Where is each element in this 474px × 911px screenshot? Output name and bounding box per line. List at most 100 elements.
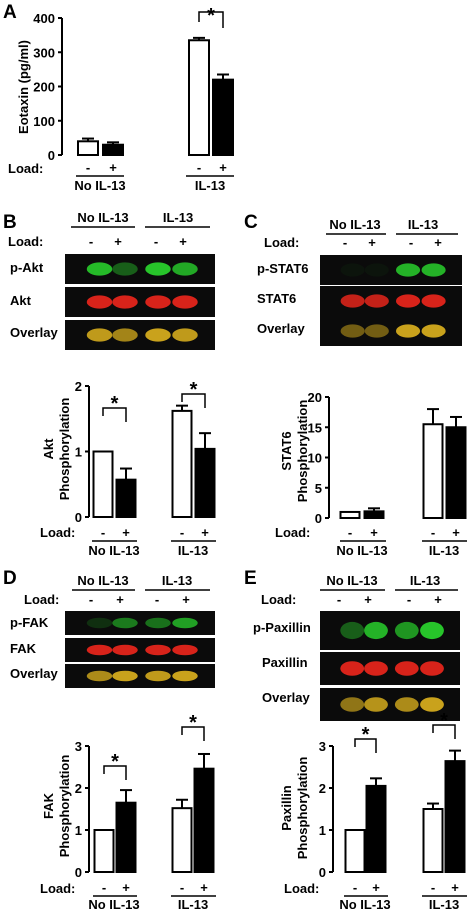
panel-c-band-2-4 xyxy=(421,294,446,308)
panel-d-sig-bracket-1 xyxy=(181,726,205,741)
panel-e-band-3-4 xyxy=(420,697,444,712)
panel-d-load-plus-2: + xyxy=(182,592,190,607)
panel-a: A Eotaxin (pg/ml) 0 100 200 300 400 * Load: -… xyxy=(3,2,234,193)
panel-c-row-3-label: Overlay xyxy=(257,321,305,336)
panel-b-band-1-1 xyxy=(86,262,113,276)
panel-b-band-2-2 xyxy=(112,295,138,309)
panel-b-sig-star-1: * xyxy=(190,379,198,401)
panel-e-bar-3 xyxy=(444,760,466,873)
panel-e-y-tick-label-3: 3 xyxy=(319,739,326,754)
panel-c-chart-group: STAT6 Phosphorylation 0 5 10 15 20 Load: - +… xyxy=(275,390,467,558)
panel-e-band-2-2 xyxy=(364,661,388,676)
panel-a-load-plus-2: + xyxy=(219,160,227,175)
panel-b-row-2-label: Akt xyxy=(10,293,32,308)
panel-d-chart-plus-2: + xyxy=(200,880,208,895)
panel-d-band-1-3 xyxy=(145,617,171,629)
panel-d-bar-0 xyxy=(93,829,115,873)
panel-d-ylabel-2: Phosphorylation xyxy=(57,755,72,858)
panel-e-ylabel-2: Phosphorylation xyxy=(295,757,310,860)
panel-c-band-3-2 xyxy=(364,324,389,338)
panel-d-chart-minus-2: - xyxy=(180,880,184,895)
panel-b-row-1-label: p-Akt xyxy=(10,260,44,275)
panel-a-bar-1 xyxy=(102,143,124,157)
panel-e-sig-star-0: * xyxy=(362,724,370,746)
panel-d-row-3-label: Overlay xyxy=(10,666,58,681)
panel-a-group-2: IL-13 xyxy=(195,178,225,193)
panel-b-chart-group: Akt Phosphorylation 012** Load: - + - + … xyxy=(40,379,216,558)
panel-e-row-3-label: Overlay xyxy=(262,690,310,705)
panel-c-blot: C No IL-13 IL-13 Load: - + - + p-STAT6 S… xyxy=(244,212,462,346)
panel-a-letter: A xyxy=(3,2,17,23)
panel-e-chart: 0 1 2 3 * * xyxy=(319,710,466,880)
panel-d-band-3-4 xyxy=(172,670,198,682)
panel-d-load-label: Load: xyxy=(24,592,59,607)
panel-b-header-2: IL-13 xyxy=(163,210,193,225)
panel-c-load-plus-1: + xyxy=(368,235,376,250)
panel-d-blot-image xyxy=(65,611,215,688)
panel-d-header-2: IL-13 xyxy=(162,573,192,588)
panel-e-load-minus-1: - xyxy=(337,592,341,607)
panel-b-load-minus-1: - xyxy=(89,234,93,249)
panel-e-blot: E No IL-13 IL-13 Load: - + - + p-Paxilli… xyxy=(244,568,460,721)
panel-e-load-label-2: Load: xyxy=(284,881,319,896)
panel-c-chart-minus-1: - xyxy=(348,525,352,540)
panel-b-load-minus-2: - xyxy=(154,234,158,249)
panel-b-y-tick-label-1: 1 xyxy=(75,445,82,460)
panel-d-band-2-2 xyxy=(112,644,138,656)
panel-b-load-plus-2: + xyxy=(179,234,187,249)
panel-e-band-2-4 xyxy=(420,661,444,676)
panel-b-blot-image xyxy=(65,254,215,350)
panel-e-row-2-label: Paxillin xyxy=(262,655,308,670)
panel-a-group-1: No IL-13 xyxy=(74,178,125,193)
panel-e-band-3-3 xyxy=(394,697,419,712)
panel-b-bar-3 xyxy=(194,447,216,519)
panel-d-y-tick-label-3: 3 xyxy=(75,739,82,754)
panel-e-band-2-1 xyxy=(340,661,365,676)
panel-d-chart: 0 1 2 3 * * xyxy=(75,712,215,880)
panel-e-header-2: IL-13 xyxy=(410,573,440,588)
panel-c-y-tick-label-2: 10 xyxy=(308,451,322,466)
panel-e-band-3-2 xyxy=(364,697,388,712)
panel-b-blot: B No IL-13 IL-13 Load: - + - + p-Akt Akt… xyxy=(3,210,215,350)
panel-c-blot-image xyxy=(320,255,462,346)
panel-d-row-2-label: FAK xyxy=(10,641,37,656)
panel-d-blot: D No IL-13 IL-13 Load: - + - + p-FAK FAK… xyxy=(3,568,215,688)
panel-a-y-tick-label-3: 300 xyxy=(33,45,55,60)
panel-a-sig-star-0: * xyxy=(207,5,215,27)
panel-b-band-2-4 xyxy=(172,295,198,309)
panel-c-group-1: No IL-13 xyxy=(336,543,387,558)
panel-d-band-3-2 xyxy=(112,670,138,682)
panel-c-bar-2 xyxy=(422,423,444,520)
panel-c-chart-minus-2: - xyxy=(431,525,435,540)
panel-d-load-label-2: Load: xyxy=(40,881,75,896)
panel-d-ylabel-1: FAK xyxy=(41,792,56,819)
panel-e-sig-bracket-1 xyxy=(432,724,456,739)
panel-b-band-3-3 xyxy=(145,328,171,342)
panel-a-bar-2 xyxy=(188,39,210,157)
panel-d-chart-minus-1: - xyxy=(102,880,106,895)
panel-b-bar-0 xyxy=(92,450,114,518)
panel-e-row-1-label: p-Paxillin xyxy=(253,620,311,635)
panel-a-y-tick-label-2: 200 xyxy=(33,80,55,95)
panel-c-chart-plus-2: + xyxy=(452,525,460,540)
panel-c-y-tick-label-1: 5 xyxy=(315,481,322,496)
panel-b-band-1-2 xyxy=(112,262,138,276)
panel-b-load-plus-1: + xyxy=(114,234,122,249)
panel-a-load-minus-1: - xyxy=(86,160,90,175)
panel-c-band-3-3 xyxy=(395,324,421,338)
panel-c-chart-plus-1: + xyxy=(370,525,378,540)
panel-b-group-2: IL-13 xyxy=(178,543,208,558)
panel-c-band-3-1 xyxy=(340,324,365,338)
panel-c-group-2: IL-13 xyxy=(429,543,459,558)
panel-a-load-label: Load: xyxy=(8,161,43,176)
panel-d-header-1: No IL-13 xyxy=(77,573,128,588)
panel-e-chart-minus-1: - xyxy=(353,880,357,895)
panel-c-letter: C xyxy=(244,212,258,233)
panel-b-chart-minus-1: - xyxy=(101,525,105,540)
panel-c-bar-3 xyxy=(445,426,467,519)
panel-e-load-label: Load: xyxy=(261,592,296,607)
panel-d-y-tick-label-2: 2 xyxy=(75,781,82,796)
panel-b-band-1-4 xyxy=(172,262,198,276)
panel-e-sig-bracket-0 xyxy=(354,738,377,753)
panel-b-sig-star-0: * xyxy=(111,393,119,415)
